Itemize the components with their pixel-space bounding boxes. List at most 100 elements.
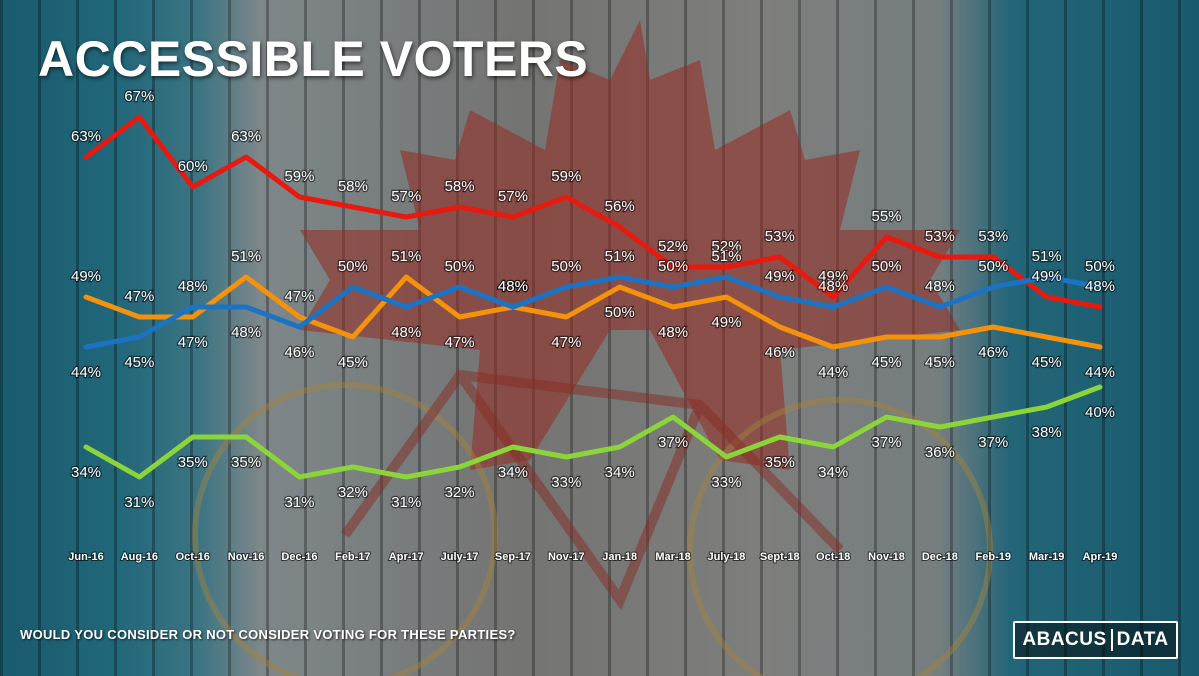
x-tick-label: Sept-18 (760, 551, 800, 563)
data-label: 33% (711, 474, 741, 491)
x-tick-label: Nov-18 (868, 551, 905, 563)
data-label: 34% (71, 464, 101, 481)
data-label: 37% (872, 434, 902, 451)
data-label: 47% (284, 288, 314, 305)
x-tick-label: Feb-17 (335, 551, 370, 563)
data-label: 59% (284, 168, 314, 185)
data-label: 46% (765, 344, 795, 361)
data-label: 56% (605, 198, 635, 215)
data-label: 34% (498, 464, 528, 481)
data-label: 40% (1085, 404, 1115, 421)
data-label: 44% (1085, 364, 1115, 381)
data-label: 46% (284, 344, 314, 361)
data-label: 45% (124, 354, 154, 371)
data-label: 48% (818, 278, 848, 295)
data-label: 48% (925, 278, 955, 295)
data-label: 38% (1032, 424, 1062, 441)
x-tick-label: Oct-16 (176, 551, 210, 563)
data-label: 50% (605, 304, 635, 321)
x-tick-label: Nov-17 (548, 551, 585, 563)
data-label: 51% (711, 248, 741, 265)
data-label: 57% (391, 188, 421, 205)
data-label: 47% (551, 334, 581, 351)
data-label: 45% (925, 354, 955, 371)
data-label: 53% (925, 228, 955, 245)
data-label: 52% (658, 238, 688, 255)
x-tick-label: Mar-19 (1029, 551, 1064, 563)
data-label: 51% (605, 248, 635, 265)
logo-divider (1110, 629, 1113, 651)
data-label: 31% (284, 494, 314, 511)
data-label: 51% (391, 248, 421, 265)
series-line-2 (83, 274, 1103, 350)
survey-question: WOULD YOU CONSIDER OR NOT CONSIDER VOTIN… (20, 627, 516, 642)
data-label: 47% (124, 288, 154, 305)
data-label: 48% (498, 278, 528, 295)
data-label: 50% (978, 258, 1008, 275)
data-label: 48% (498, 278, 528, 295)
x-tick-label: Dec-18 (922, 551, 958, 563)
data-label: 44% (71, 364, 101, 381)
logo-text-abacus: ABACUS (1022, 629, 1107, 650)
data-label: 33% (551, 474, 581, 491)
data-label: 51% (1032, 248, 1062, 265)
data-label: 48% (231, 324, 261, 341)
data-label: 55% (872, 208, 902, 225)
data-label: 46% (978, 344, 1008, 361)
data-label: 51% (231, 248, 261, 265)
x-tick-label: Aug-16 (121, 551, 158, 563)
series-line-3 (83, 384, 1103, 480)
data-label: 31% (124, 494, 154, 511)
data-label: 58% (338, 178, 368, 195)
data-label: 50% (872, 258, 902, 275)
chart-title: ACCESSIBLE VOTERS (38, 31, 589, 87)
data-label: 63% (231, 128, 261, 145)
logo-text-data: DATA (1116, 629, 1169, 650)
x-tick-label: Sep-17 (495, 551, 531, 563)
data-label: 50% (338, 258, 368, 275)
data-label: 34% (605, 464, 635, 481)
x-tick-label: Apr-19 (1083, 551, 1118, 563)
data-label: 44% (818, 364, 848, 381)
data-label: 50% (551, 258, 581, 275)
data-label: 49% (1032, 268, 1062, 285)
data-label: 47% (178, 334, 208, 351)
data-label: 45% (338, 354, 368, 371)
x-tick-label: July-18 (707, 551, 745, 563)
data-label: 32% (445, 484, 475, 501)
data-label: 35% (765, 454, 795, 471)
data-label: 53% (978, 228, 1008, 245)
data-label: 53% (765, 228, 795, 245)
data-label: 36% (925, 444, 955, 461)
data-label: 35% (178, 454, 208, 471)
data-label: 50% (1085, 258, 1115, 275)
x-tick-label: Nov-16 (228, 551, 265, 563)
data-label: 49% (818, 268, 848, 285)
data-label: 48% (178, 278, 208, 295)
abacus-data-logo: ABACUS DATA (1013, 621, 1178, 659)
data-label: 67% (124, 88, 154, 105)
x-tick-label: Jan-18 (602, 551, 637, 563)
data-label: 48% (1085, 278, 1115, 295)
data-label: 63% (71, 128, 101, 145)
data-label: 50% (658, 258, 688, 275)
data-label: 60% (178, 158, 208, 175)
x-tick-label: Oct-18 (816, 551, 850, 563)
data-label: 49% (711, 314, 741, 331)
x-tick-label: Feb-19 (976, 551, 1011, 563)
data-label: 48% (391, 324, 421, 341)
data-label: 45% (1032, 354, 1062, 371)
data-label: 45% (872, 354, 902, 371)
data-label: 32% (338, 484, 368, 501)
data-label: 58% (445, 178, 475, 195)
series-line-0 (83, 114, 1103, 310)
x-tick-label: July-17 (441, 551, 479, 563)
data-label: 47% (445, 334, 475, 351)
data-label: 59% (551, 168, 581, 185)
data-label: 37% (978, 434, 1008, 451)
data-label: 52% (711, 238, 741, 255)
